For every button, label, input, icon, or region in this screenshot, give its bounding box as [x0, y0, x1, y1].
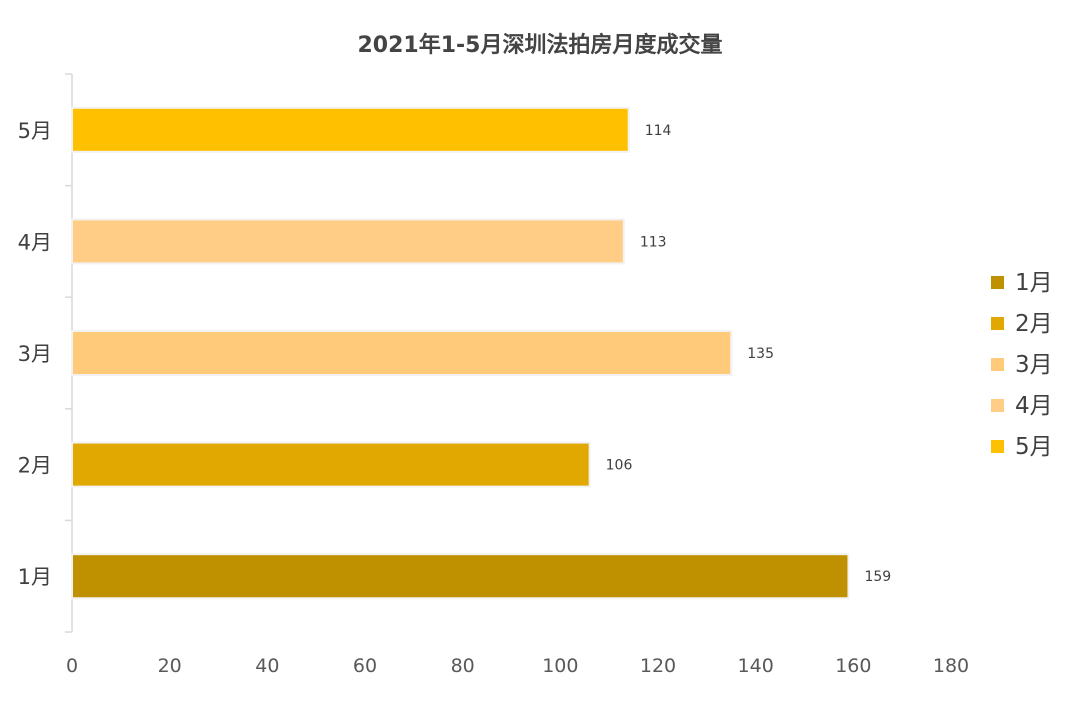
bar: [71, 441, 591, 488]
legend-swatch: [991, 358, 1004, 371]
x-tick-label: 140: [738, 655, 774, 677]
x-tick-label: 60: [353, 655, 377, 677]
axes: 0 20 40 60 80 100 120 140 160 180 1月 2月 3月 4月 5月: [18, 73, 969, 677]
legend-label: 4月: [1015, 393, 1053, 419]
data-label: 114: [645, 123, 672, 139]
category-label: 5月: [18, 119, 52, 143]
legend-swatch: [991, 317, 1004, 330]
bar: [71, 330, 733, 376]
data-label: 106: [606, 458, 633, 474]
x-tick-label: 180: [933, 655, 969, 677]
data-label: 159: [864, 569, 891, 585]
category-label: 3月: [18, 342, 52, 366]
data-labels: 159 106 135 113 114: [606, 123, 892, 585]
legend-label: 2月: [1015, 311, 1053, 337]
category-label: 1月: [18, 565, 52, 589]
bar: [71, 106, 630, 153]
bars: [71, 106, 850, 600]
x-tick-label: 80: [451, 655, 475, 677]
x-tick-label: 40: [255, 655, 279, 677]
data-label: 113: [640, 234, 667, 250]
legend-label: 1月: [1015, 270, 1053, 296]
x-tick-label: 100: [542, 655, 578, 677]
bar: [71, 218, 625, 265]
legend: 1月 2月 3月 4月 5月: [991, 270, 1053, 460]
x-tick-label: 20: [158, 655, 182, 677]
x-tick-label: 160: [835, 655, 871, 677]
legend-swatch: [991, 440, 1004, 453]
x-tick-label: 120: [640, 655, 676, 677]
legend-label: 5月: [1015, 434, 1053, 460]
chart-title: 2021年1-5月深圳法拍房月度成交量: [358, 32, 723, 58]
bar: [71, 553, 850, 600]
data-label: 135: [747, 346, 774, 362]
legend-label: 3月: [1015, 352, 1053, 378]
legend-swatch: [991, 276, 1004, 289]
legend-swatch: [991, 399, 1004, 412]
category-label: 4月: [18, 230, 52, 254]
category-label: 2月: [18, 454, 52, 478]
x-tick-label: 0: [66, 655, 78, 677]
